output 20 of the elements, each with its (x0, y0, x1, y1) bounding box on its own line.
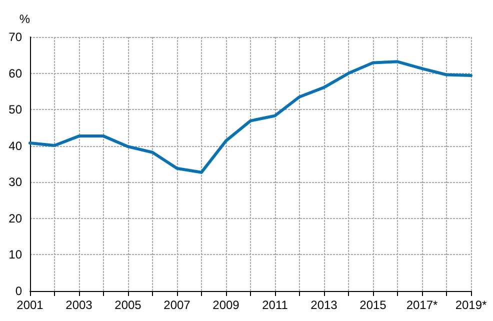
x-tick-label: 2007 (164, 298, 191, 312)
y-tick-label: 60 (8, 66, 22, 80)
x-tick-label: 2011 (262, 298, 288, 312)
x-tick-label: 2009 (212, 298, 240, 312)
x-tick-label: 2017* (406, 298, 438, 312)
x-tick-label: 2015 (360, 298, 387, 312)
y-tick-label: 10 (8, 248, 22, 262)
y-tick-label: 20 (8, 211, 22, 226)
y-tick-label: 30 (8, 175, 22, 190)
y-tick-label: 70 (8, 30, 22, 44)
y-tick-label: 50 (8, 102, 22, 117)
y-tick-label: 0 (15, 284, 22, 298)
y-tick-label: 40 (8, 138, 22, 153)
x-tick-label: 2013 (310, 298, 338, 312)
x-tick-label: 2019* (455, 298, 488, 312)
x-tick-label: 2003 (66, 298, 93, 312)
x-tick-label: 2001 (16, 298, 44, 312)
x-tick-label: 2005 (114, 298, 142, 312)
line-series (28, 60, 472, 174)
y-axis-title: % (19, 12, 30, 26)
